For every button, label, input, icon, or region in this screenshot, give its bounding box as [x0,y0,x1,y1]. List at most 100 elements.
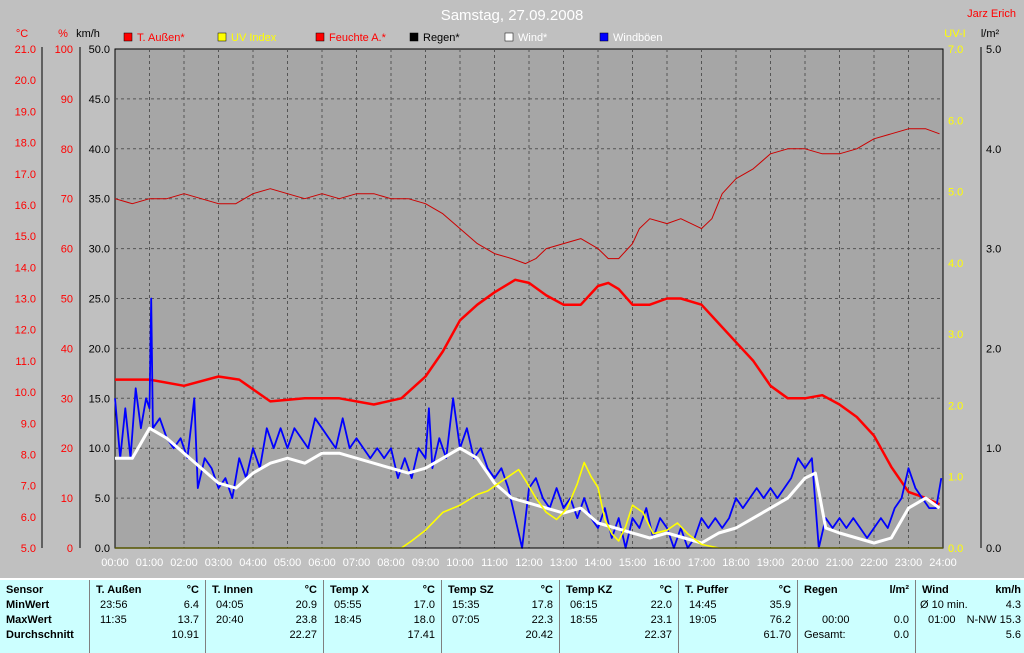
stats-average: 22.27 [289,629,317,641]
rain-unit-label: l/m² [981,28,1000,40]
x-tick-label: 08:00 [377,557,405,569]
x-tick-label: 03:00 [205,557,233,569]
temp-unit-label: °C [16,28,28,40]
uv-tick-label: 5.0 [948,187,963,199]
wind-tick-label: 25.0 [89,294,110,306]
stats-min-time: 05:55 [334,599,362,611]
rain-tick-label: 3.0 [986,244,1001,256]
stats-max-time: 07:05 [452,614,480,626]
stats-wind-avg: 4.3 [1005,599,1021,611]
temp-tick-label: 17.0 [15,169,36,181]
stats-sensor-name: Regen [804,584,838,596]
stats-min-value: 17.0 [413,599,435,611]
humidity-tick-label: 100 [55,44,73,56]
x-tick-label: 00:00 [101,557,129,569]
x-tick-label: 13:00 [550,557,578,569]
temp-tick-label: 21.0 [15,44,36,56]
rain-tick-label: 5.0 [986,44,1001,56]
stats-wind-mean: 5.6 [1005,629,1021,641]
stats-max-value: 23.8 [295,614,317,626]
temp-tick-label: 13.0 [15,294,36,306]
stats-max-time: 18:55 [570,614,598,626]
chart-title: Samstag, 27.09.2008 [441,7,584,24]
stats-row-label: MinWert [6,599,50,611]
statistics-panel: Sensor MinWert MaxWert Durchschnitt T. Außen… [0,578,1024,653]
humidity-tick-label: 90 [61,94,73,106]
uv-tick-label: 7.0 [948,44,963,56]
legend-label: Windböen [613,32,663,44]
humidity-unit-label: % [58,28,68,40]
uv-tick-label: 1.0 [948,472,963,484]
stats-column: T. Außen °C 23:56 6.4 11:35 13.7 10.91 [89,580,205,653]
stats-max-value: 76.2 [769,614,791,626]
stats-max-value: 13.7 [177,614,199,626]
x-tick-label: 05:00 [274,557,302,569]
legend-label: UV Index [231,32,277,44]
legend-label: Wind* [518,32,548,44]
stats-row-label: MaxWert [6,614,52,626]
wind-tick-label: 5.0 [95,493,110,505]
temp-tick-label: 19.0 [15,106,36,118]
humidity-tick-label: 60 [61,244,73,256]
x-tick-label: 09:00 [412,557,440,569]
stats-sensor-name: Temp X [330,584,369,596]
humidity-tick-label: 10 [61,493,73,505]
stats-sensor-name: T. Innen [212,584,253,596]
axes: 5.0 6.0 7.0 8.0 9.0 10.0 11.0 12.0 13.0 14.0 15.0 1… [15,44,1002,569]
rain-tick-label: 2.0 [986,343,1001,355]
humidity-tick-label: 50 [61,294,73,306]
stats-max-time: 19:05 [689,614,717,626]
legend: T. Außen* UV Index Feuchte A.* Regen* Wind* W… [123,32,663,44]
series-line [115,278,941,506]
stats-rain-time: 00:00 [822,614,850,626]
legend-swatch [409,32,419,42]
stats-unit: °C [540,584,553,596]
wind-tick-label: 20.0 [89,343,110,355]
x-tick-label: 15:00 [619,557,647,569]
stats-column: Regen l/m² 00:00 0.0 Gesamt: 0.0 [797,580,915,653]
stats-rain-total: 0.0 [893,629,909,641]
rain-tick-label: 4.0 [986,144,1001,156]
legend-label: Feuchte A.* [329,32,387,44]
stats-sensor-name: Temp SZ [448,584,494,596]
stats-min-value: 17.8 [531,599,553,611]
stats-column: Temp SZ °C 15:35 17.8 07:05 22.3 20.42 [441,580,559,653]
stats-average: 20.42 [525,629,553,641]
stats-max-time: 18:45 [334,614,362,626]
stats-wind-avg-label: Ø 10 min. [920,599,968,611]
stats-max-value: 23.1 [650,614,672,626]
uv-tick-label: 6.0 [948,115,963,127]
humidity-tick-label: 80 [61,144,73,156]
x-tick-label: 11:00 [481,557,508,569]
wind-tick-label: 0.0 [95,543,110,555]
temp-tick-label: 14.0 [15,262,36,274]
x-tick-label: 01:00 [136,557,164,569]
temp-tick-label: 5.0 [21,543,36,555]
temp-tick-label: 6.0 [21,512,36,524]
temp-tick-label: 8.0 [21,449,36,461]
x-tick-label: 07:00 [343,557,371,569]
x-tick-label: 06:00 [308,557,336,569]
x-tick-label: 14:00 [584,557,612,569]
x-tick-label: 16:00 [653,557,681,569]
humidity-tick-label: 40 [61,343,73,355]
legend-swatch [123,32,133,42]
stats-wind-max: N-NW 15.3 [966,614,1021,626]
stats-unit: l/m² [889,584,909,596]
stats-column: Temp X °C 05:55 17.0 18:45 18.0 17.41 [323,580,441,653]
series-line [114,128,940,265]
stats-average: 61.70 [763,629,791,641]
stats-column: Wind km/h Ø 10 min. 4.3 01:00 N-NW 15.3 5.6 [915,580,1024,653]
stats-max-time: 11:35 [100,614,127,626]
stats-average: 22.37 [644,629,672,641]
stats-row-label: Sensor [6,584,44,596]
author-label: Jarz Erich [967,8,1016,20]
x-tick-label: 20:00 [791,557,819,569]
stats-sensor-name: T. Außen [96,584,142,596]
humidity-tick-label: 20 [61,443,73,455]
stats-min-value: 6.4 [183,599,199,611]
rain-tick-label: 1.0 [986,443,1001,455]
legend-label: T. Außen* [137,32,185,44]
stats-unit: °C [778,584,791,596]
legend-swatch [504,32,514,42]
